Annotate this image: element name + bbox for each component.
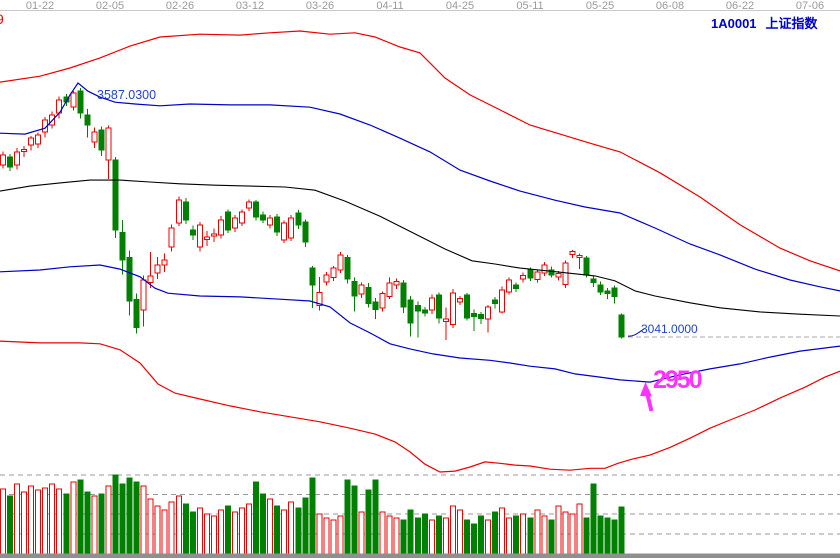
- band-lines: [0, 30, 840, 473]
- volume-bars: [0, 474, 625, 555]
- candlesticks: [0, 88, 625, 341]
- last-close-label: 3041.0000: [641, 322, 698, 336]
- x-axis-label: 03-12: [235, 0, 265, 12]
- x-axis-label: 05-11: [516, 0, 544, 12]
- x-axis-label: 06-22: [725, 0, 755, 12]
- volume-gridlines: [0, 474, 840, 535]
- instrument-name: 上证指数: [765, 16, 818, 31]
- x-axis-label: 02-05: [95, 0, 125, 12]
- clipped-price-digit: 9: [0, 11, 4, 27]
- period-high-label: 3587.0300: [97, 88, 157, 102]
- chart-annotations: [0, 10, 840, 558]
- x-axis-label: 03-26: [305, 0, 335, 12]
- x-axis-label: 06-08: [655, 0, 685, 12]
- x-axis-label: 07-06: [795, 0, 825, 12]
- x-axis-label: 02-26: [165, 0, 195, 12]
- x-axis-label: 04-25: [445, 0, 475, 12]
- x-axis-label: 05-25: [585, 0, 615, 12]
- instrument-code: 1A0001: [711, 16, 757, 31]
- x-axis-label: 04-11: [376, 0, 404, 12]
- instrument-title: 1A0001 上证指数: [711, 13, 818, 32]
- support-level-label: 2950: [653, 366, 703, 394]
- x-axis-label: 01-22: [25, 0, 55, 12]
